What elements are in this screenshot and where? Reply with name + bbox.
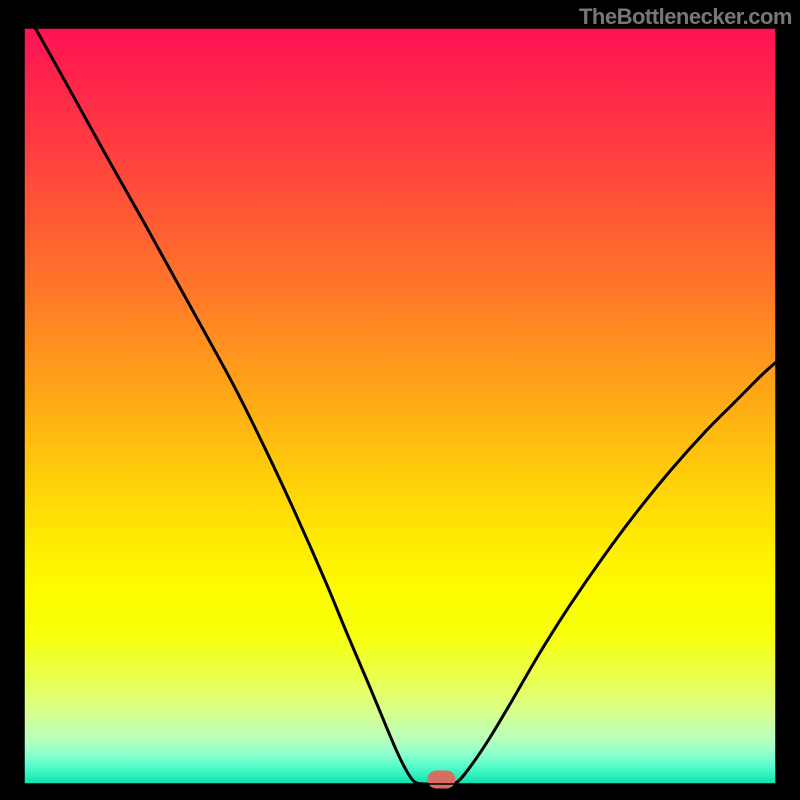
bottleneck-chart (0, 0, 800, 800)
bottleneck-marker (427, 770, 455, 788)
plot-background (24, 28, 776, 784)
watermark-text: TheBottlenecker.com (579, 4, 792, 30)
chart-container: TheBottlenecker.com (0, 0, 800, 800)
